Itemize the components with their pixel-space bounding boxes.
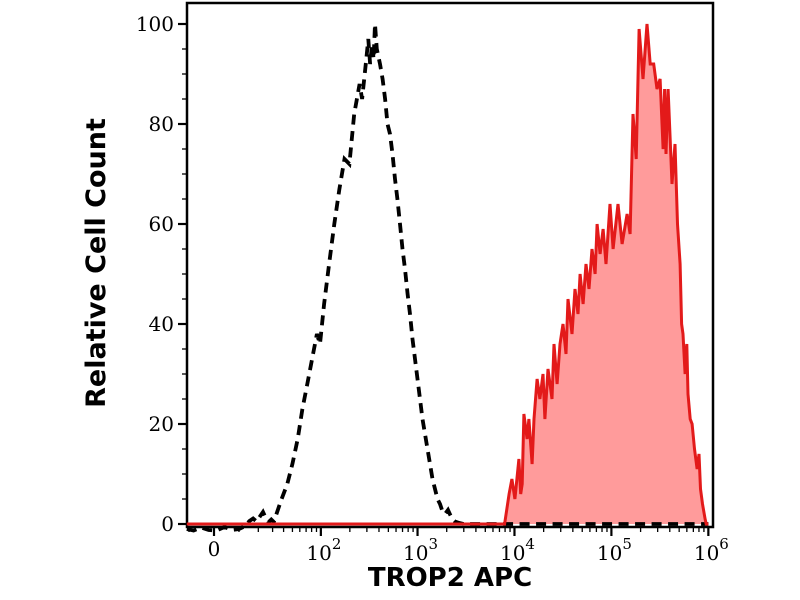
x-axis-tick-label: 104 (500, 535, 535, 565)
y-axis-tick-label: 80 (149, 112, 174, 136)
y-axis-tick-label: 20 (149, 412, 174, 436)
sample-histogram-fill (186, 24, 709, 524)
x-axis-tick-label: 105 (597, 535, 632, 565)
y-axis-title: Relative Cell Count (81, 118, 112, 408)
y-axis-tick-label: 40 (149, 312, 174, 336)
x-axis-tick-label: 106 (694, 535, 729, 565)
y-axis-tick-label: 100 (136, 12, 174, 36)
plot-frame (185, 1, 715, 529)
control-histogram-dashed-curve (186, 23, 709, 533)
y-axis-tick-label: 0 (161, 512, 174, 536)
x-axis-title: TROP2 APC (367, 563, 533, 593)
x-axis-tick-label: 103 (403, 535, 438, 565)
y-axis-tick-label: 60 (149, 212, 174, 236)
x-axis-tick-label: 102 (306, 535, 341, 565)
sample-histogram-curve (186, 23, 709, 526)
x-axis-tick-label: 0 (208, 537, 221, 561)
